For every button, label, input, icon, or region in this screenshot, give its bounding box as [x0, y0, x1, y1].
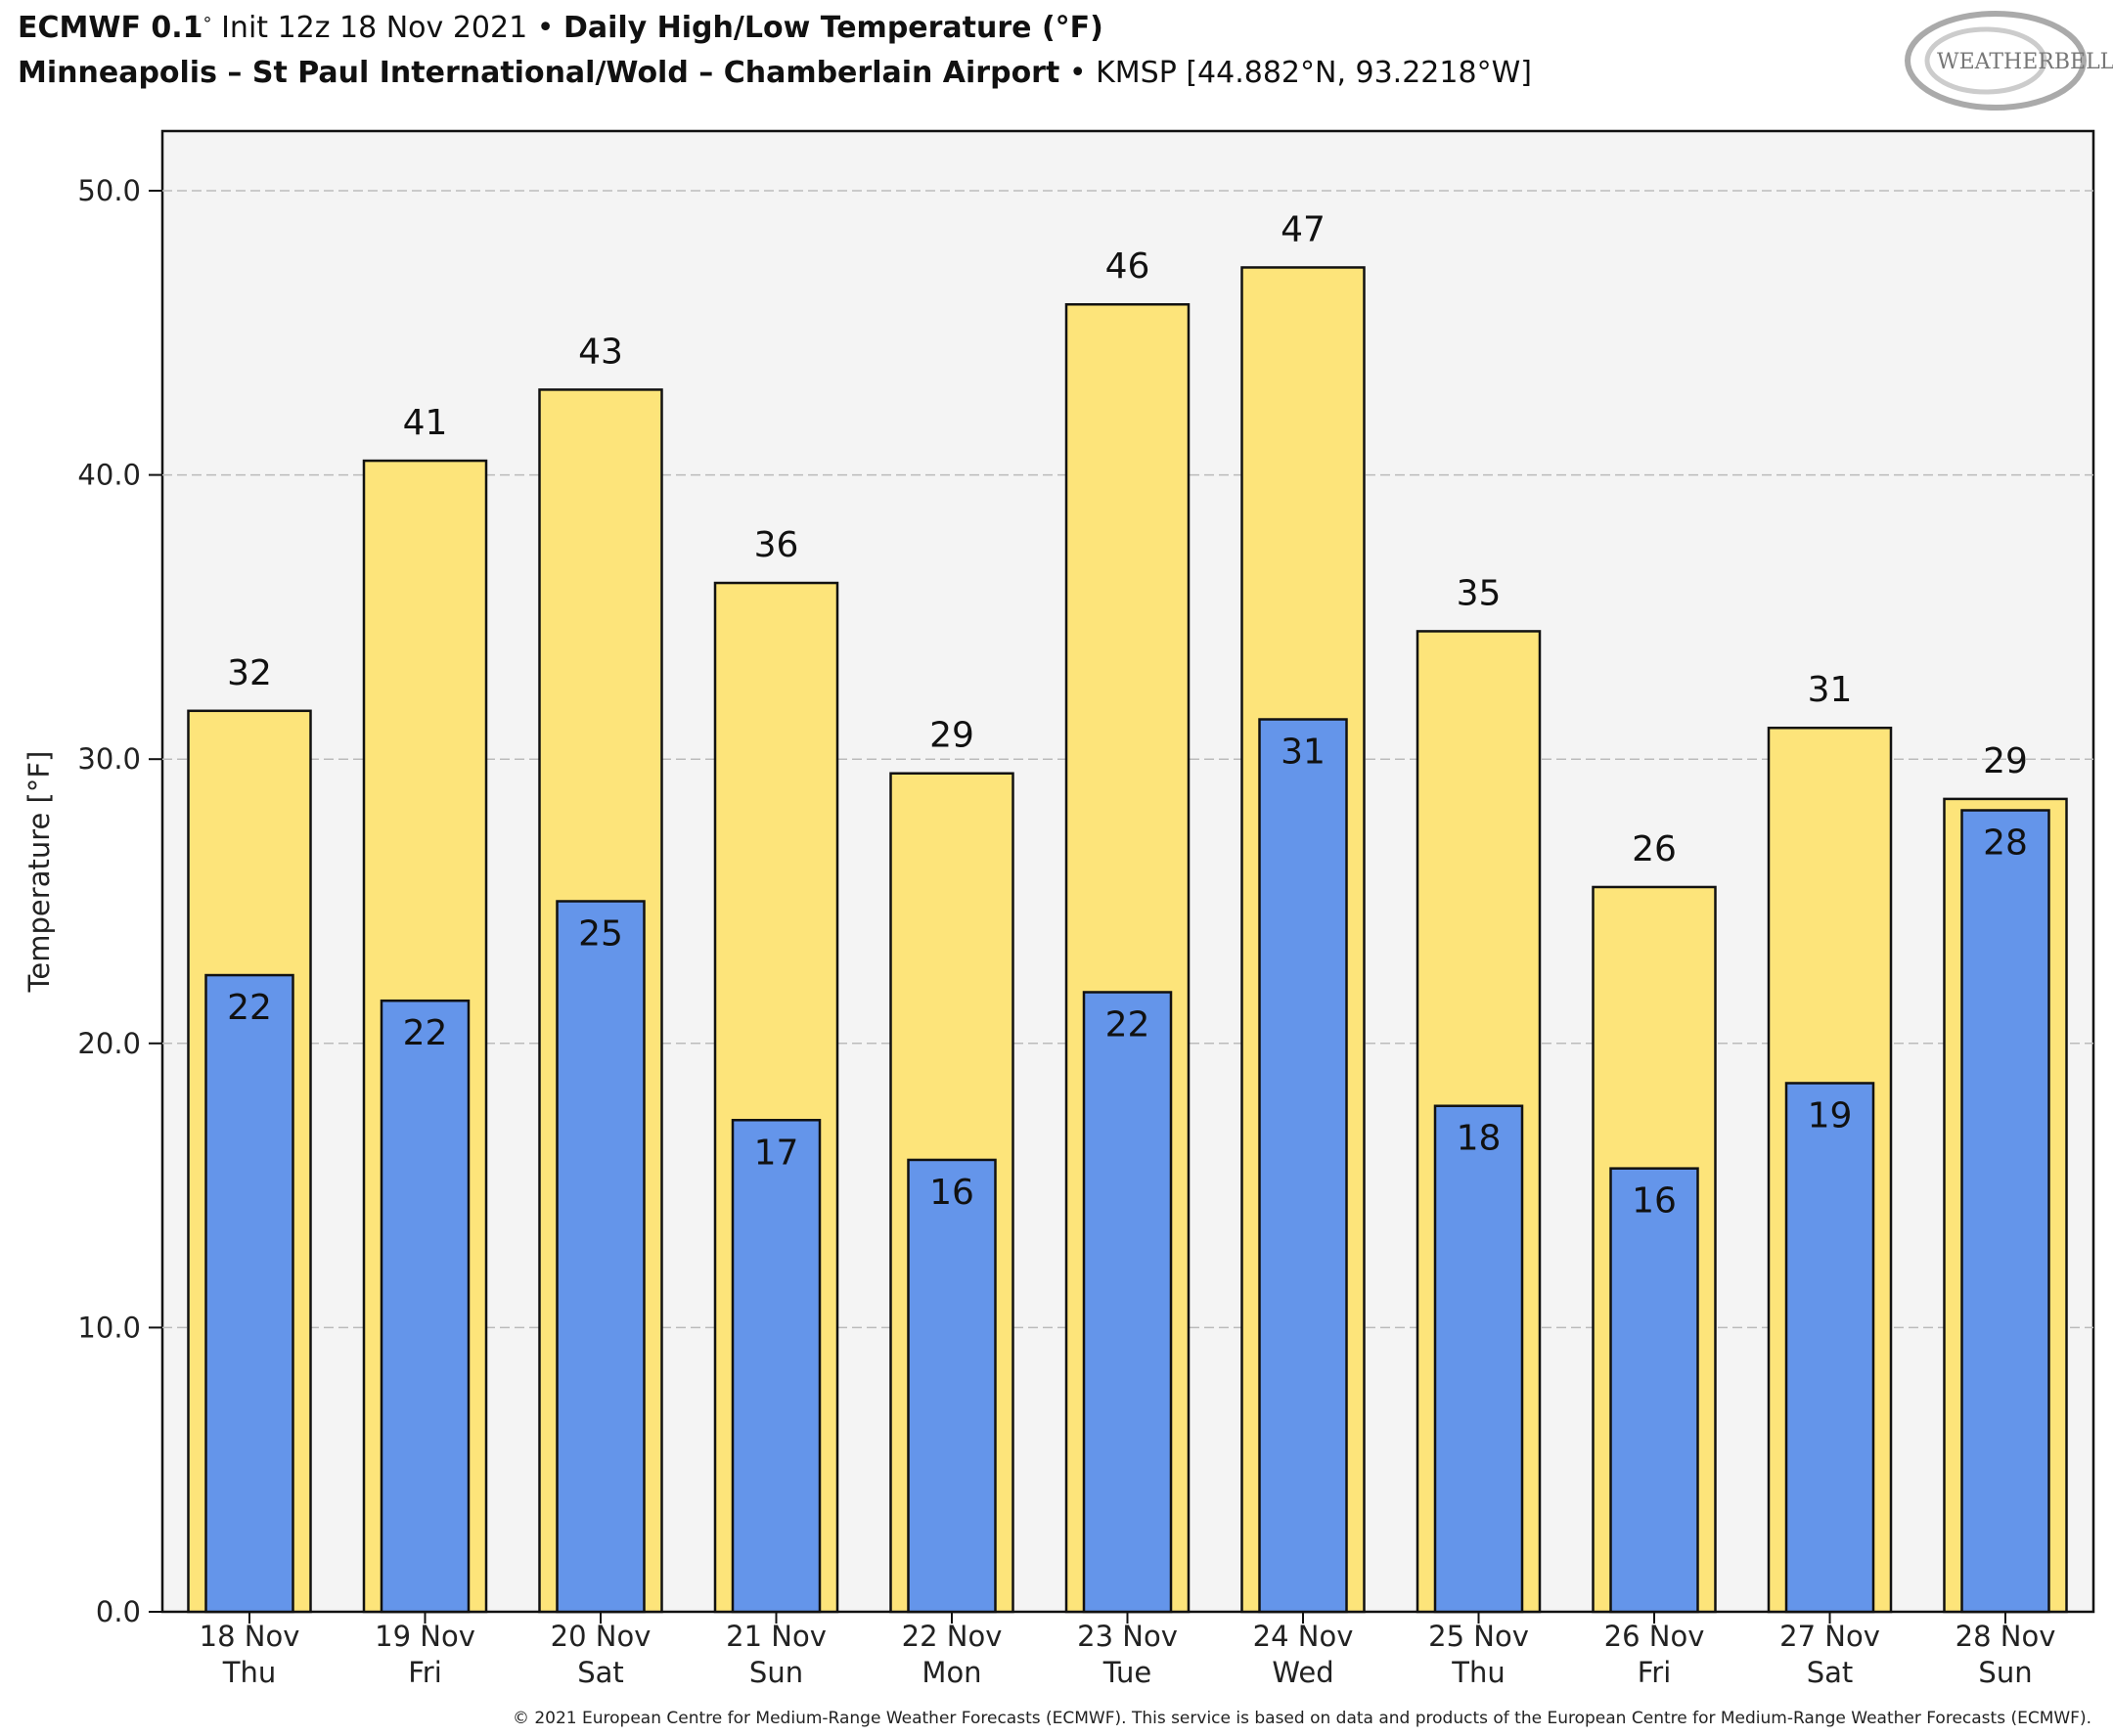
y-tick-label: 20.0: [77, 1027, 141, 1060]
high-value-label: 29: [929, 716, 974, 756]
y-axis-label: Temperature [°F]: [22, 751, 56, 994]
x-tick-label-date: 22 Nov: [902, 1620, 1003, 1653]
x-tick-label-date: 20 Nov: [551, 1620, 652, 1653]
x-tick-label-date: 25 Nov: [1428, 1620, 1529, 1653]
low-bar: [380, 999, 471, 1614]
x-tick-label-date: 24 Nov: [1253, 1620, 1354, 1653]
low-value-label: 25: [578, 914, 623, 955]
x-tick-label-date: 18 Nov: [200, 1620, 300, 1653]
low-value-label: 31: [1281, 733, 1326, 773]
y-tick-label: 40.0: [77, 459, 141, 492]
low-bar: [1433, 1104, 1524, 1614]
y-tick-label: 0.0: [96, 1595, 141, 1628]
high-value-label: 36: [754, 525, 799, 565]
x-tick-label-day: Sun: [1978, 1656, 2032, 1689]
x-tick-label-day: Fri: [1638, 1656, 1672, 1689]
copyright-footer: © 2021 European Centre for Medium-Range …: [513, 1709, 2091, 1728]
low-bar: [1258, 718, 1348, 1614]
x-tick-label-day: Wed: [1272, 1656, 1333, 1689]
low-value-label: 22: [227, 988, 272, 1028]
y-tick-label: 50.0: [77, 174, 141, 207]
x-tick-label-day: Thu: [222, 1656, 276, 1689]
y-tick-label: 10.0: [77, 1311, 141, 1344]
low-value-label: 22: [403, 1013, 448, 1053]
high-value-label: 43: [578, 332, 623, 372]
x-tick-label-date: 19 Nov: [375, 1620, 475, 1653]
x-tick-label-date: 27 Nov: [1779, 1620, 1880, 1653]
low-bar: [731, 1119, 822, 1614]
weatherbell-logo: WEATHERBELL: [1905, 11, 2113, 111]
low-value-label: 19: [1808, 1095, 1853, 1135]
low-value-label: 22: [1105, 1004, 1150, 1045]
low-bar: [1784, 1082, 1875, 1614]
low-bar: [1609, 1167, 1699, 1614]
low-value-label: 18: [1457, 1119, 1502, 1159]
high-value-label: 26: [1632, 829, 1677, 869]
chart-subtitle: Minneapolis – St Paul International/Wold…: [18, 56, 1532, 90]
high-value-label: 47: [1281, 209, 1326, 249]
x-tick-label-date: 21 Nov: [726, 1620, 827, 1653]
y-tick-label: 30.0: [77, 742, 141, 776]
high-value-label: 46: [1105, 246, 1150, 287]
low-value-label: 17: [754, 1133, 799, 1173]
high-value-label: 29: [1983, 741, 2028, 781]
x-tick-label-day: Tue: [1102, 1656, 1152, 1689]
low-value-label: 16: [1632, 1181, 1677, 1222]
x-tick-label-day: Thu: [1451, 1656, 1505, 1689]
low-bar: [556, 900, 646, 1614]
high-value-label: 35: [1457, 573, 1502, 613]
x-tick-label-day: Sun: [749, 1656, 803, 1689]
high-value-label: 32: [227, 653, 272, 693]
x-tick-label-day: Fri: [408, 1656, 442, 1689]
chart-title: ECMWF 0.1° Init 12z 18 Nov 2021 • Daily …: [18, 11, 1103, 45]
x-tick-label-day: Sat: [1807, 1656, 1854, 1689]
x-tick-label-date: 23 Nov: [1077, 1620, 1178, 1653]
x-tick-label-date: 28 Nov: [1956, 1620, 2056, 1653]
svg-text:WEATHERBELL: WEATHERBELL: [1937, 50, 2113, 74]
low-value-label: 16: [929, 1173, 974, 1213]
low-bar: [1960, 809, 2050, 1614]
low-value-label: 28: [1983, 823, 2028, 864]
low-bar: [907, 1158, 997, 1614]
low-bar: [204, 973, 294, 1614]
high-value-label: 31: [1808, 670, 1853, 710]
x-tick-label-day: Sat: [577, 1656, 624, 1689]
high-value-label: 41: [403, 403, 448, 443]
x-tick-label-date: 26 Nov: [1604, 1620, 1705, 1653]
low-bar: [1082, 991, 1173, 1614]
x-tick-label-day: Mon: [922, 1656, 981, 1689]
